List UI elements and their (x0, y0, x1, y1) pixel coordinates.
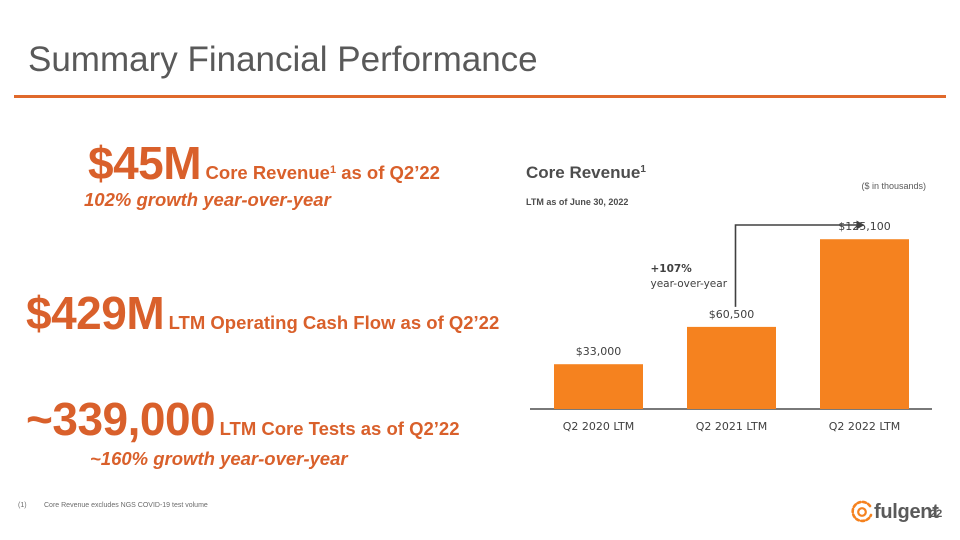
growth-annotation-text: year-over-year (651, 278, 728, 290)
footnote: (1) Core Revenue excludes NGS COVID-19 te… (18, 502, 208, 509)
core-revenue-value: $45M (88, 137, 202, 189)
core-revenue-footnote-ref: 1 (329, 164, 337, 176)
bar-3 (820, 239, 909, 409)
core-revenue-metric: $45M Core Revenue1 as of Q2’22 (88, 136, 440, 190)
core-revenue-desc: Core Revenue1 as of Q2’22 (206, 162, 440, 183)
fulgent-logo-icon (851, 500, 873, 523)
data-label-3: $125,100 (838, 220, 891, 233)
category-label-1: Q2 2020 LTM (563, 420, 634, 433)
chart-title-text: Core Revenue (526, 163, 641, 182)
chart-title: Core Revenue1 (526, 163, 646, 183)
core-tests-label: LTM Core Tests as of Q2’22 (219, 418, 460, 439)
page-number: 22 (930, 508, 943, 520)
core-tests-growth: ~160% growth year-over-year (90, 448, 348, 469)
title-divider (14, 95, 946, 98)
chart-title-footnote-ref: 1 (640, 164, 646, 175)
footnote-number: (1) (18, 502, 27, 509)
slide-title: Summary Financial Performance (28, 40, 538, 79)
fulgent-logo: fulgent (850, 500, 939, 524)
category-label-3: Q2 2022 LTM (829, 420, 900, 433)
core-revenue-label: Core Revenue (205, 162, 330, 183)
growth-arrow-line (734, 224, 859, 307)
cash-flow-metric: $429M LTM Operating Cash Flow as of Q2’2… (26, 286, 499, 340)
core-revenue-suffix: as of Q2’22 (336, 162, 440, 183)
chart-units: ($ in thousands) (861, 181, 926, 191)
core-tests-metric: ~339,000 LTM Core Tests as of Q2’22 (26, 392, 460, 446)
growth-annotation-value: +107% (651, 263, 693, 275)
core-revenue-growth: 102% growth year-over-year (84, 189, 331, 210)
chart-subtitle: LTM as of June 30, 2022 (526, 197, 629, 207)
growth-arrow-head (856, 220, 865, 230)
cash-flow-label: LTM Operating Cash Flow as of Q2’22 (168, 312, 500, 333)
data-label-2: $60,500 (709, 308, 755, 321)
fulgent-logo-text: fulgent (874, 500, 939, 523)
category-label-2: Q2 2021 LTM (696, 420, 767, 433)
footnote-text: Core Revenue excludes NGS COVID-19 test … (44, 502, 208, 509)
data-label-1: $33,000 (576, 345, 622, 358)
core-revenue-chart: $33,000 Q2 2020 LTM $60,500 Q2 2021 LTM $125… (530, 220, 932, 433)
core-tests-value: ~339,000 (26, 393, 216, 445)
bar-2 (687, 326, 776, 409)
cash-flow-value: $429M (26, 287, 165, 339)
bar-1 (554, 364, 643, 409)
